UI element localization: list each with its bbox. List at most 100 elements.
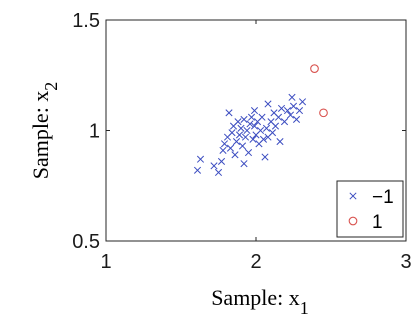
data-point bbox=[250, 122, 259, 130]
data-point bbox=[238, 142, 247, 150]
marker-stroke bbox=[214, 168, 223, 177]
data-point bbox=[241, 133, 250, 141]
marker-stroke bbox=[238, 142, 247, 150]
marker-stroke bbox=[261, 153, 269, 161]
data-point bbox=[228, 129, 236, 137]
marker-stroke bbox=[243, 126, 251, 135]
x-axis-label: Sample: x1 bbox=[211, 285, 309, 318]
x-tick-label: 3 bbox=[400, 251, 411, 273]
data-point bbox=[310, 64, 319, 73]
data-point bbox=[292, 115, 301, 124]
marker-stroke bbox=[240, 160, 248, 168]
legend-marker bbox=[349, 192, 357, 200]
y-axis-label: Sample: x2 bbox=[28, 82, 61, 180]
data-point bbox=[193, 166, 202, 174]
marker-stroke bbox=[258, 113, 266, 121]
marker-stroke bbox=[228, 129, 236, 137]
marker-stroke bbox=[295, 107, 304, 115]
marker-stroke bbox=[256, 126, 265, 135]
x-axis-label-text: Sample: x bbox=[211, 285, 300, 310]
marker-stroke bbox=[241, 133, 250, 141]
marker-stroke bbox=[249, 135, 257, 143]
data-point bbox=[256, 126, 265, 135]
data-point bbox=[258, 113, 266, 121]
data-point bbox=[268, 129, 277, 137]
marker-stroke bbox=[276, 137, 284, 146]
data-point bbox=[261, 153, 269, 161]
legend-label: 1 bbox=[372, 212, 383, 233]
data-point bbox=[235, 131, 244, 139]
data-point bbox=[217, 157, 226, 165]
marker-stroke bbox=[196, 155, 205, 163]
data-point bbox=[196, 155, 205, 163]
data-point bbox=[234, 118, 242, 126]
marker-stroke bbox=[280, 118, 289, 126]
legend: −11 bbox=[336, 180, 404, 238]
data-point bbox=[280, 118, 289, 126]
legend-marker bbox=[348, 216, 358, 226]
data-point bbox=[288, 93, 296, 101]
data-point bbox=[243, 126, 251, 135]
data-point bbox=[240, 115, 248, 124]
marker-stroke bbox=[220, 140, 229, 148]
data-point bbox=[286, 111, 295, 119]
data-point bbox=[247, 113, 256, 121]
marker-stroke bbox=[271, 122, 280, 130]
marker-stroke bbox=[246, 120, 254, 128]
legend-label: −1 bbox=[372, 187, 394, 208]
data-point bbox=[277, 104, 286, 112]
data-point bbox=[298, 98, 307, 106]
data-point bbox=[295, 107, 304, 115]
data-point bbox=[220, 140, 229, 148]
data-point bbox=[225, 109, 233, 117]
marker-stroke bbox=[298, 98, 307, 106]
marker-stroke bbox=[234, 118, 242, 126]
x-tick-label: 1 bbox=[100, 251, 111, 273]
x-tick-label: 2 bbox=[250, 251, 261, 273]
data-point bbox=[250, 107, 259, 115]
data-point bbox=[276, 137, 284, 146]
marker-stroke bbox=[259, 135, 268, 143]
data-point bbox=[283, 107, 292, 115]
marker-stroke bbox=[270, 109, 278, 117]
x-axis-label-subscript: 1 bbox=[300, 298, 309, 318]
y-axis-label-text: Sample: x bbox=[28, 91, 53, 180]
data-point bbox=[231, 151, 239, 159]
marker-stroke bbox=[283, 107, 292, 115]
data-point bbox=[219, 146, 227, 154]
data-point bbox=[244, 149, 253, 157]
marker-stroke bbox=[274, 113, 283, 121]
marker-stroke bbox=[264, 100, 272, 108]
y-axis-label-subscript: 2 bbox=[41, 82, 61, 91]
data-point bbox=[210, 162, 218, 170]
data-point bbox=[240, 160, 248, 168]
data-point bbox=[249, 135, 257, 143]
data-point bbox=[214, 168, 223, 177]
plot-area bbox=[193, 64, 328, 177]
series-1 bbox=[193, 93, 307, 177]
data-point bbox=[289, 102, 298, 110]
y-tick-label: 0.5 bbox=[72, 231, 100, 253]
data-point bbox=[237, 124, 245, 132]
marker-stroke bbox=[292, 115, 301, 124]
data-point bbox=[226, 144, 235, 152]
marker-stroke bbox=[232, 137, 241, 146]
data-point bbox=[264, 100, 272, 108]
data-point bbox=[232, 137, 241, 146]
marker-stroke bbox=[247, 113, 256, 121]
marker-stroke bbox=[250, 122, 259, 130]
marker-stroke bbox=[267, 118, 275, 126]
data-point bbox=[259, 135, 268, 143]
series-2 bbox=[310, 64, 328, 118]
marker-stroke bbox=[277, 104, 286, 112]
y-tick-label: 1.5 bbox=[72, 10, 100, 32]
marker-stroke bbox=[288, 93, 296, 101]
data-point bbox=[246, 120, 254, 128]
data-point bbox=[262, 124, 271, 132]
marker-stroke bbox=[225, 109, 233, 117]
marker-stroke bbox=[193, 166, 202, 174]
marker-stroke bbox=[262, 124, 271, 132]
marker-stroke bbox=[268, 129, 277, 137]
